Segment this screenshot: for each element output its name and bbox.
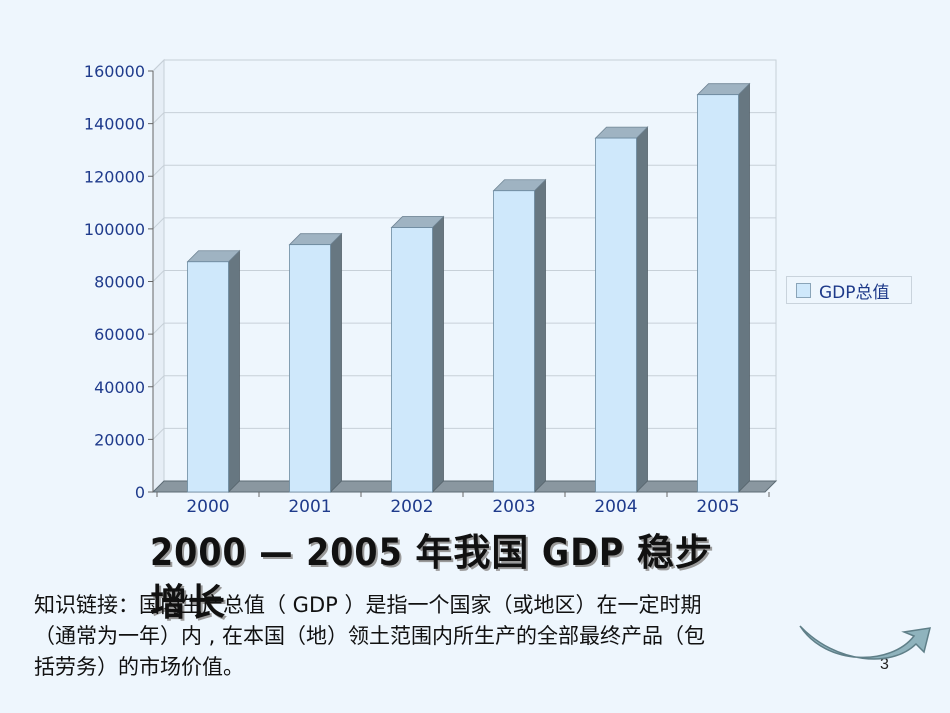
y-tick-label: 140000 [84, 115, 145, 134]
bar-side [636, 126, 648, 493]
y-tick-label: 80000 [94, 273, 145, 292]
gridline-side [152, 217, 165, 230]
bar-face [493, 190, 535, 493]
chart-floor [151, 480, 778, 493]
page-number: 3 [880, 656, 889, 673]
x-tick-label: 2005 [696, 497, 739, 517]
y-tick-label: 100000 [84, 220, 145, 239]
y-tick-label: 40000 [94, 378, 145, 397]
bar-face [391, 227, 433, 493]
bar-2001 [288, 232, 343, 493]
gridline-side [152, 112, 165, 124]
bar-face [595, 137, 637, 493]
x-tick-label: 2003 [492, 497, 535, 517]
legend-swatch [796, 282, 811, 298]
gridline-side [152, 428, 165, 440]
gridline-side [152, 59, 165, 72]
x-tick-label: 2001 [288, 497, 331, 517]
x-tick-label: 2002 [390, 497, 433, 517]
y-tick-label: 20000 [94, 430, 145, 449]
bar-2002 [390, 215, 445, 493]
gridline-side [152, 375, 165, 388]
x-axis: 2000 2001 2002 2003 2004 2005 [156, 492, 770, 517]
plot-floor [151, 480, 778, 493]
bar-2003 [492, 178, 547, 493]
bar-side [228, 249, 240, 493]
chart-bars [186, 82, 751, 493]
x-tick-label: 2000 [186, 497, 229, 517]
bar-2004 [594, 126, 649, 493]
bar-side [738, 82, 750, 493]
bar-face [289, 244, 331, 493]
gdp-bar-chart: 0 20000 40000 60000 80000 100000 120000 140000 1… [84, 58, 778, 517]
bar-face [187, 261, 229, 493]
chart-grid [152, 58, 777, 494]
bar-face [697, 94, 739, 493]
bar-2000 [186, 249, 241, 493]
gridline-side [152, 164, 165, 177]
chart-legend: GDP总值 [786, 276, 912, 304]
legend-label: GDP总值 [819, 282, 890, 303]
bar-side [534, 178, 546, 493]
bar-side [432, 215, 444, 493]
y-tick-label: 120000 [84, 167, 145, 186]
y-axis: 0 20000 40000 60000 80000 100000 120000 140000 1… [84, 62, 154, 502]
next-slide-arrow-icon[interactable] [796, 618, 936, 668]
bar-side [330, 232, 342, 493]
slide-title: 2000 — 2005 年我国 GDP 稳步增长 [150, 531, 713, 624]
knowledge-link-text: 知识链接：国内生产总值（ GDP ）是指一个国家（或地区）在一定时期（通常为一年… [34, 593, 706, 679]
x-tick-label: 2004 [594, 497, 637, 517]
gridline-side [152, 322, 165, 335]
y-tick-label: 60000 [94, 325, 145, 344]
gridline-side [152, 270, 165, 282]
y-tick-label: 0 [135, 483, 145, 502]
bar-2005 [696, 82, 751, 493]
y-tick-label: 160000 [84, 62, 145, 81]
